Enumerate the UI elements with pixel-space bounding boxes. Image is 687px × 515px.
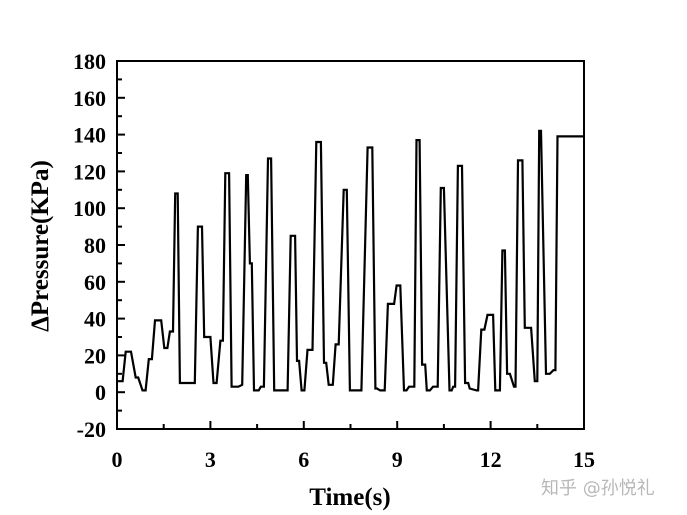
x-tick-label: 6 bbox=[298, 447, 309, 472]
watermark-text: 知乎 @孙悦礼 bbox=[541, 478, 655, 499]
y-tick-label: 80 bbox=[84, 233, 106, 258]
y-tick-label: 180 bbox=[73, 49, 106, 74]
x-tick-label: 0 bbox=[112, 447, 123, 472]
series-line bbox=[117, 129, 584, 392]
x-axis-title: Time(s) bbox=[309, 484, 390, 511]
y-tick-label: 100 bbox=[73, 196, 106, 221]
x-tick-label: 15 bbox=[573, 447, 595, 472]
y-axis-tick-labels: -20 0 20 40 60 80 100 120 140 160 180 bbox=[73, 49, 106, 442]
y-tick-label: -20 bbox=[77, 417, 106, 442]
y-tick-label: 0 bbox=[95, 380, 106, 405]
y-tick-label: 20 bbox=[84, 343, 106, 368]
plot-frame bbox=[116, 60, 585, 430]
y-axis-title: ΔPressure(KPa) bbox=[27, 160, 54, 332]
y-tick-label: 140 bbox=[73, 123, 106, 148]
x-tick-label: 9 bbox=[392, 447, 403, 472]
y-tick-label: 60 bbox=[84, 270, 106, 295]
x-tick-label: 3 bbox=[205, 447, 216, 472]
x-axis-tick-labels: 0 3 6 9 12 15 bbox=[112, 447, 596, 472]
y-tick-label: 40 bbox=[84, 307, 106, 332]
x-tick-label: 12 bbox=[480, 447, 502, 472]
y-tick-label: 160 bbox=[73, 86, 106, 111]
x-axis-ticks bbox=[116, 421, 585, 429]
y-tick-label: 120 bbox=[73, 159, 106, 184]
